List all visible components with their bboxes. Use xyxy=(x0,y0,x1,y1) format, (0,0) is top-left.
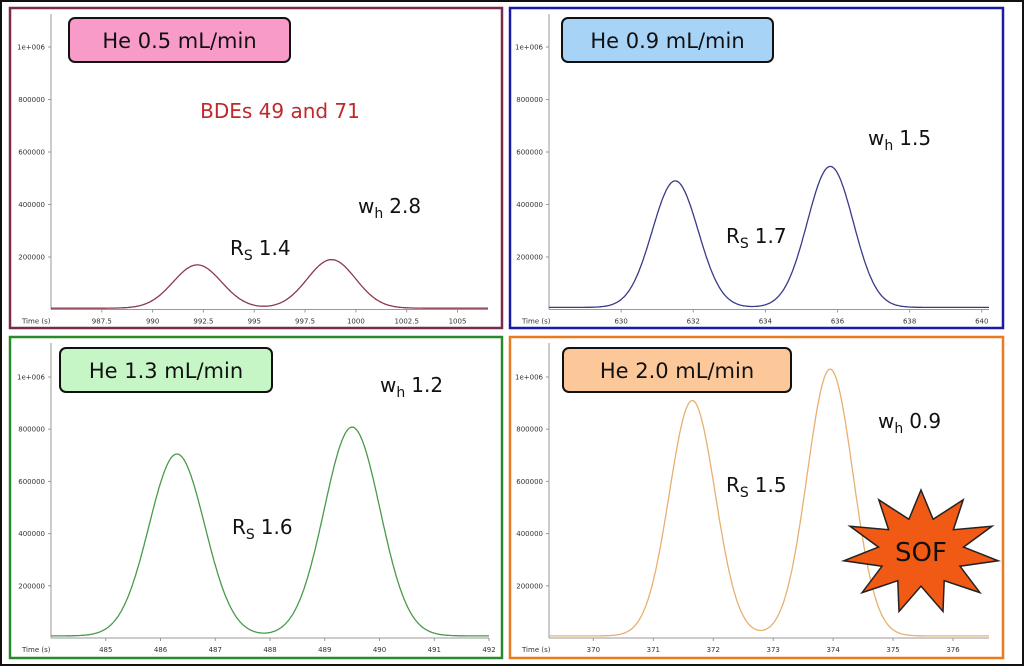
sof-badge-label: SOF xyxy=(895,538,947,568)
y-tick-label: 400000 xyxy=(18,530,45,538)
x-axis-label: Time (s) xyxy=(21,318,51,326)
chromatogram-line xyxy=(51,258,488,309)
panel-2: 200000 400000 600000 800000 1e+006 630 632 634 6… xyxy=(508,6,1005,330)
flow-rate-label: He 1.3 mL/min xyxy=(89,359,243,383)
x-tick-label: 638 xyxy=(903,318,916,326)
peak-width-annotation: wh 2.8 xyxy=(358,194,421,222)
y-tick-label: 400000 xyxy=(18,201,45,209)
flow-rate-label-box xyxy=(68,17,291,63)
x-tick-label: 487 xyxy=(209,646,222,654)
flow-rate-label-box xyxy=(561,17,774,63)
x-tick-label: 1005 xyxy=(449,318,467,326)
x-tick-label: 1000 xyxy=(347,318,365,326)
y-tick-label: 400000 xyxy=(516,201,543,209)
y-tick-label: 600000 xyxy=(516,149,543,157)
resolution-annotation: RS 1.6 xyxy=(232,515,293,543)
x-tick-label: 373 xyxy=(767,646,780,654)
x-tick-label: 370 xyxy=(587,646,600,654)
compound-title: BDEs 49 and 71 xyxy=(200,99,360,123)
x-tick-label: 488 xyxy=(263,646,276,654)
x-tick-label: 987.5 xyxy=(92,318,112,326)
y-tick-label: 1e+006 xyxy=(17,374,46,382)
flow-rate-label: He 2.0 mL/min xyxy=(600,359,754,383)
x-tick-label: 492 xyxy=(482,646,495,654)
x-tick-label: 636 xyxy=(831,318,845,326)
starburst-icon xyxy=(840,488,1002,614)
x-axis-label: Time (s) xyxy=(21,646,51,654)
x-tick-label: 491 xyxy=(428,646,441,654)
resolution-annotation: RS 1.5 xyxy=(726,473,787,501)
x-axis-label: Time (s) xyxy=(521,318,551,326)
y-tick-label: 1e+006 xyxy=(515,44,544,52)
x-tick-label: 992.5 xyxy=(193,318,213,326)
x-tick-label: 997.5 xyxy=(295,318,315,326)
x-tick-label: 486 xyxy=(154,646,168,654)
x-tick-label: 374 xyxy=(826,646,840,654)
x-tick-label: 640 xyxy=(975,318,988,326)
x-tick-label: 372 xyxy=(707,646,720,654)
y-tick-label: 1e+006 xyxy=(17,44,46,52)
x-axis-label: Time (s) xyxy=(521,646,551,654)
flow-rate-label-box xyxy=(59,347,273,393)
y-tick-label: 800000 xyxy=(18,96,45,104)
chromatogram-line xyxy=(51,426,489,637)
y-tick-label: 800000 xyxy=(516,426,543,434)
chromatogram-line xyxy=(549,368,989,637)
y-tick-label: 600000 xyxy=(516,478,543,486)
flow-rate-label: He 0.9 mL/min xyxy=(590,29,744,53)
resolution-annotation: RS 1.4 xyxy=(230,236,291,264)
x-tick-label: 490 xyxy=(373,646,386,654)
peak-width-annotation: wh 1.2 xyxy=(380,373,443,401)
y-tick-label: 400000 xyxy=(516,530,543,538)
panel-4: 200000 400000 600000 800000 1e+006 370 371 372 3… xyxy=(508,335,1005,660)
resolution-annotation: RS 1.7 xyxy=(726,224,787,252)
y-tick-label: 1e+006 xyxy=(515,374,544,382)
x-tick-label: 990 xyxy=(146,318,159,326)
x-tick-label: 995 xyxy=(248,318,261,326)
y-tick-label: 600000 xyxy=(18,478,45,486)
panel-1: 200000 400000 600000 800000 1e+006 987.5 990 99… xyxy=(8,6,504,330)
y-tick-label: 200000 xyxy=(516,582,543,590)
x-tick-label: 375 xyxy=(886,646,899,654)
x-tick-label: 371 xyxy=(647,646,660,654)
chromatogram-line xyxy=(549,165,989,309)
y-tick-label: 200000 xyxy=(18,582,45,590)
y-tick-label: 200000 xyxy=(516,254,543,262)
flow-rate-label: He 0.5 mL/min xyxy=(102,29,256,53)
x-tick-label: 1002.5 xyxy=(394,318,419,326)
y-tick-label: 800000 xyxy=(516,96,543,104)
x-tick-label: 634 xyxy=(759,318,773,326)
x-tick-label: 485 xyxy=(99,646,112,654)
x-tick-label: 489 xyxy=(318,646,331,654)
y-tick-label: 600000 xyxy=(18,149,45,157)
flow-rate-label-box xyxy=(562,347,792,393)
y-tick-label: 800000 xyxy=(18,426,45,434)
peak-width-annotation: wh 1.5 xyxy=(868,126,931,154)
y-tick-label: 200000 xyxy=(18,254,45,262)
panel-3: 200000 400000 600000 800000 1e+006 485 486 487 4… xyxy=(8,335,504,660)
x-tick-label: 376 xyxy=(946,646,960,654)
x-tick-label: 630 xyxy=(614,318,627,326)
peak-width-annotation: wh 0.9 xyxy=(878,409,941,437)
x-tick-label: 632 xyxy=(687,318,700,326)
